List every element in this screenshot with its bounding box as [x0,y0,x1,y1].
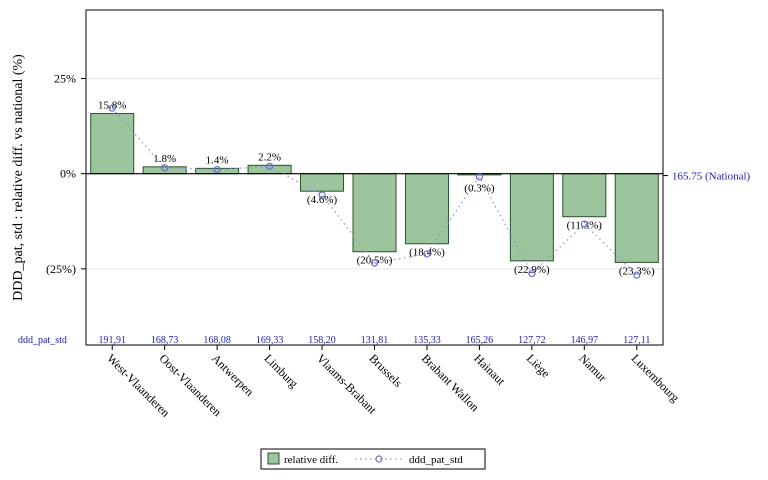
bar-value-label: (4.6%) [307,194,338,206]
bar [90,113,135,175]
x-tick-label: Liège [524,351,553,380]
x-tick-label: Brussels [366,351,405,390]
line-value-label: 165,26 [466,335,494,346]
legend-box [260,448,486,470]
y-axis-ticks: 25% 0% (25%) [46,72,86,276]
bar-value-label: (22.9%) [514,264,550,276]
national-label: 165.75 (National) [672,171,751,183]
line-marker [161,164,169,172]
line-marker [528,269,536,278]
x-tick-label: Limburg [261,351,300,390]
line-marker [423,250,431,258]
x-tick-label: Hainaut [471,351,508,388]
legend-line-entry: ddd_pat_std [409,454,463,466]
legend-bar-entry: relative diff. [284,454,338,466]
legend-bar-swatch [267,452,280,465]
line-marker [213,165,221,174]
line-marker [108,104,116,112]
y-tick-label: 25% [54,72,76,86]
line-value-label: 191,91 [98,335,126,346]
y-tick-label: (25%) [46,262,76,276]
line-marker [318,191,326,199]
y-axis-label: DDD_pat, std : relative diff. vs nationa… [11,54,26,301]
y-tick-label: 0% [60,167,76,181]
bar-value-label: (23.3%) [619,265,655,277]
bar-value-label: (20.5%) [357,255,393,267]
value-row-label: ddd_pat_std [18,335,67,346]
bar [509,173,554,262]
line-value-label: 135,33 [413,335,441,346]
line-value-label: 169,33 [256,335,284,346]
bars: 15.8%1.8% 1.4% 2.2%(4.6%)(20.5%)(18.4%)(0.… [86,100,663,277]
line-marker [633,271,641,279]
bar [142,166,187,175]
line-marker [475,173,484,181]
line-value-label: 168,08 [203,335,231,346]
bar-value-label: 2.2% [258,151,281,163]
line-series: 191,91 168,73 168,08 169,33 158,20 131,81 135,… [98,104,650,346]
bar-value-label: (18.4%) [409,247,445,259]
bar-value-label: 1.8% [153,153,176,165]
line-value-label: 146,97 [571,335,599,346]
line-value-label: 127,11 [623,335,650,346]
line-marker [265,162,274,170]
bar [300,173,345,192]
line-value-label: 131,81 [361,335,389,346]
line-value-label: 168,73 [151,335,179,346]
national-reference: 165.75 (National) [663,171,751,183]
gridlines [86,78,663,270]
x-tick-label: Namur [576,351,609,384]
line-value-label: 127,72 [518,335,546,346]
bar-value-label: 1.4% [206,154,229,166]
line-value-label: 158,20 [308,335,336,346]
bar [614,173,659,263]
x-tick-label: Luxembourg [629,351,683,405]
line-marker [580,220,588,228]
bar-value-label: (11.3%) [567,220,603,232]
x-tick-label: Antwerpen [209,351,257,399]
bar-value-label: (0.3%) [464,183,495,195]
bar [352,173,397,253]
legend-marker [375,455,383,463]
legend: relative diff. ddd_pat_std [260,448,486,470]
line-path [111,107,638,276]
bar [562,173,607,218]
line-marker [370,259,379,267]
bar [404,173,449,245]
